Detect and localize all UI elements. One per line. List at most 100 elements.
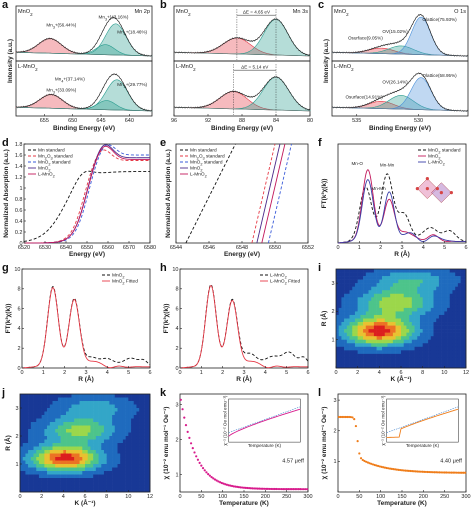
heatmap-cell [122, 397, 126, 402]
heatmap-cell [63, 467, 67, 472]
heatmap-cell [22, 474, 26, 479]
heatmap-cell [60, 460, 64, 465]
heatmap-cell [30, 415, 34, 419]
heatmap-cell [139, 436, 143, 440]
heatmap-cell [417, 353, 421, 358]
heatmap-cell [436, 293, 440, 298]
heatmap-cell [101, 453, 105, 458]
heatmap-cell [357, 304, 361, 309]
heatmap-cell [98, 453, 102, 458]
heatmap-cell [433, 332, 437, 337]
heatmap-cell [41, 418, 45, 423]
heatmap-cell [90, 436, 94, 440]
heatmap-cell [125, 443, 129, 447]
x-tick-label: 0 [18, 494, 21, 500]
heatmap-cell [125, 485, 129, 489]
heatmap-cell [30, 474, 34, 479]
heatmap-cell [349, 307, 353, 312]
heatmap-cell [379, 336, 383, 341]
x-tick-label: 6570 [123, 245, 135, 251]
heatmap-cell [38, 460, 42, 465]
heatmap-cell [103, 404, 107, 409]
heatmap-cell [82, 422, 86, 426]
heatmap-cell [419, 290, 423, 295]
heatmap-cell [460, 272, 464, 277]
data-point [378, 465, 381, 468]
heatmap-cell [41, 411, 45, 416]
heatmap-cell [349, 283, 353, 287]
heatmap-cell [25, 418, 29, 423]
heatmap-cell [390, 353, 394, 358]
heatmap-cell [336, 304, 340, 309]
heatmap-cell [49, 464, 53, 468]
data-point [455, 471, 458, 474]
panel-label: e [160, 137, 166, 149]
heatmap-cell [384, 297, 388, 302]
heatmap-cell [392, 304, 396, 309]
y-tick-label: 3 [175, 402, 178, 408]
heatmap-cell [392, 279, 396, 284]
heatmap-cell [371, 272, 375, 277]
heatmap-cell [414, 322, 418, 326]
heatmap-cell [403, 364, 407, 369]
heatmap-cell [44, 436, 48, 440]
data-point [300, 488, 304, 491]
heatmap-cell [28, 485, 32, 489]
heatmap-cell [101, 467, 105, 472]
heatmap-cell [441, 283, 445, 287]
fit-envelope [15, 17, 153, 57]
heatmap-cell [341, 329, 345, 333]
x-tick-label: 6 [464, 245, 467, 251]
heatmap-cell [438, 279, 442, 284]
legend-entry: L-MnO2 [38, 172, 55, 179]
data-point [270, 487, 273, 491]
heatmap-cell [411, 269, 415, 273]
heatmap-cell [452, 276, 456, 280]
heatmap-cell [112, 450, 116, 454]
heatmap-cell [120, 411, 124, 416]
heatmap-cell [76, 457, 80, 461]
heatmap-cell [85, 432, 89, 437]
heatmap-cell [341, 332, 345, 337]
heatmap-cell [403, 300, 407, 305]
heatmap-cell [44, 443, 48, 447]
heatmap-cell [74, 457, 78, 461]
heatmap-cell [30, 488, 34, 493]
heatmap-cell [360, 329, 364, 333]
heatmap-cell [379, 311, 383, 316]
heatmap-cell [63, 464, 67, 468]
heatmap-cell [122, 394, 126, 398]
heatmap-cell [41, 488, 45, 493]
heatmap-cell [425, 276, 429, 280]
heatmap-cell [44, 425, 48, 430]
heatmap-cell [74, 481, 78, 486]
mu-eff-annotation: 4.57 μeff [282, 459, 304, 465]
heatmap-cell [344, 293, 348, 298]
heatmap-cell [368, 322, 372, 326]
heatmap-cell [28, 467, 32, 472]
heatmap-cell [90, 415, 94, 419]
heatmap-cell [352, 311, 356, 316]
heatmap-cell [382, 297, 386, 302]
heatmap-cell [87, 432, 91, 437]
heatmap-cell [66, 443, 70, 447]
heatmap-cell [141, 471, 145, 475]
heatmap-cell [117, 436, 121, 440]
heatmap-cell [376, 304, 380, 309]
heatmap-cell [376, 329, 380, 333]
heatmap-cell [422, 276, 426, 280]
heatmap-cell [371, 311, 375, 316]
heatmap-cell [128, 443, 132, 447]
heatmap-cell [395, 332, 399, 337]
heatmap-cell [109, 474, 113, 479]
heatmap-cell [144, 411, 148, 416]
heatmap-cell [87, 394, 91, 398]
x-tick-label: 12 [463, 370, 469, 376]
heatmap-cell [147, 478, 151, 482]
heatmap-cell [57, 418, 61, 423]
x-tick-label: 6530 [39, 245, 51, 251]
data-point [404, 469, 407, 472]
heatmap-cell [25, 432, 29, 437]
heatmap-cell [95, 411, 99, 416]
heatmap-cell [36, 453, 40, 458]
